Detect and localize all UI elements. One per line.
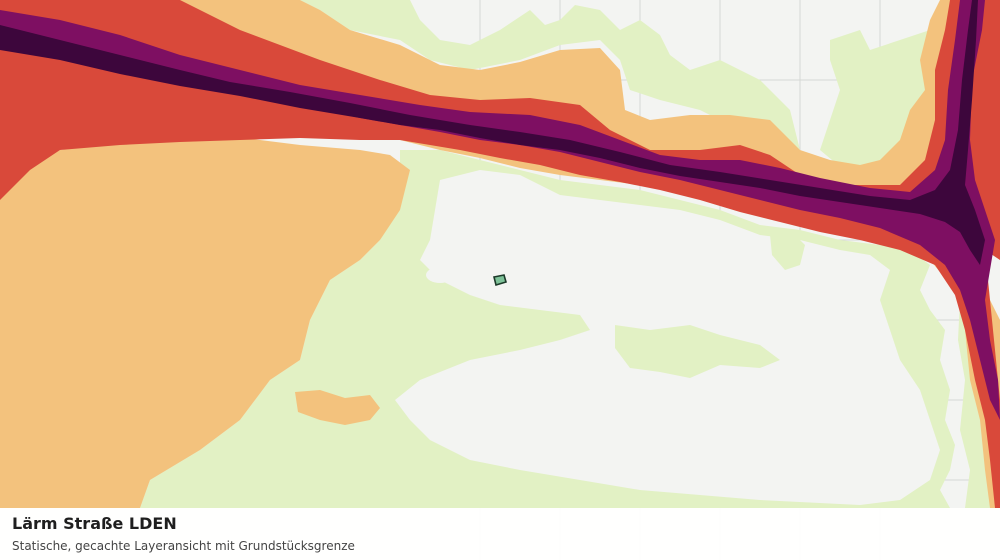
noise-zone-purple <box>0 0 1000 420</box>
parcel-boundary[interactable] <box>493 274 507 287</box>
noise-zone-orange-red <box>0 0 1000 508</box>
caption-title: Lärm Straße LDEN <box>12 514 177 533</box>
noise-zone-orange-left <box>0 135 410 508</box>
noise-zone-dark-core <box>0 0 985 265</box>
green-island <box>615 230 805 378</box>
noise-zone-orange-patch <box>295 390 380 425</box>
map-caption: Lärm Straße LDEN Statische, gecachte Lay… <box>0 508 1000 560</box>
caption-subtitle: Statische, gecachte Layeransicht mit Gru… <box>12 539 355 553</box>
